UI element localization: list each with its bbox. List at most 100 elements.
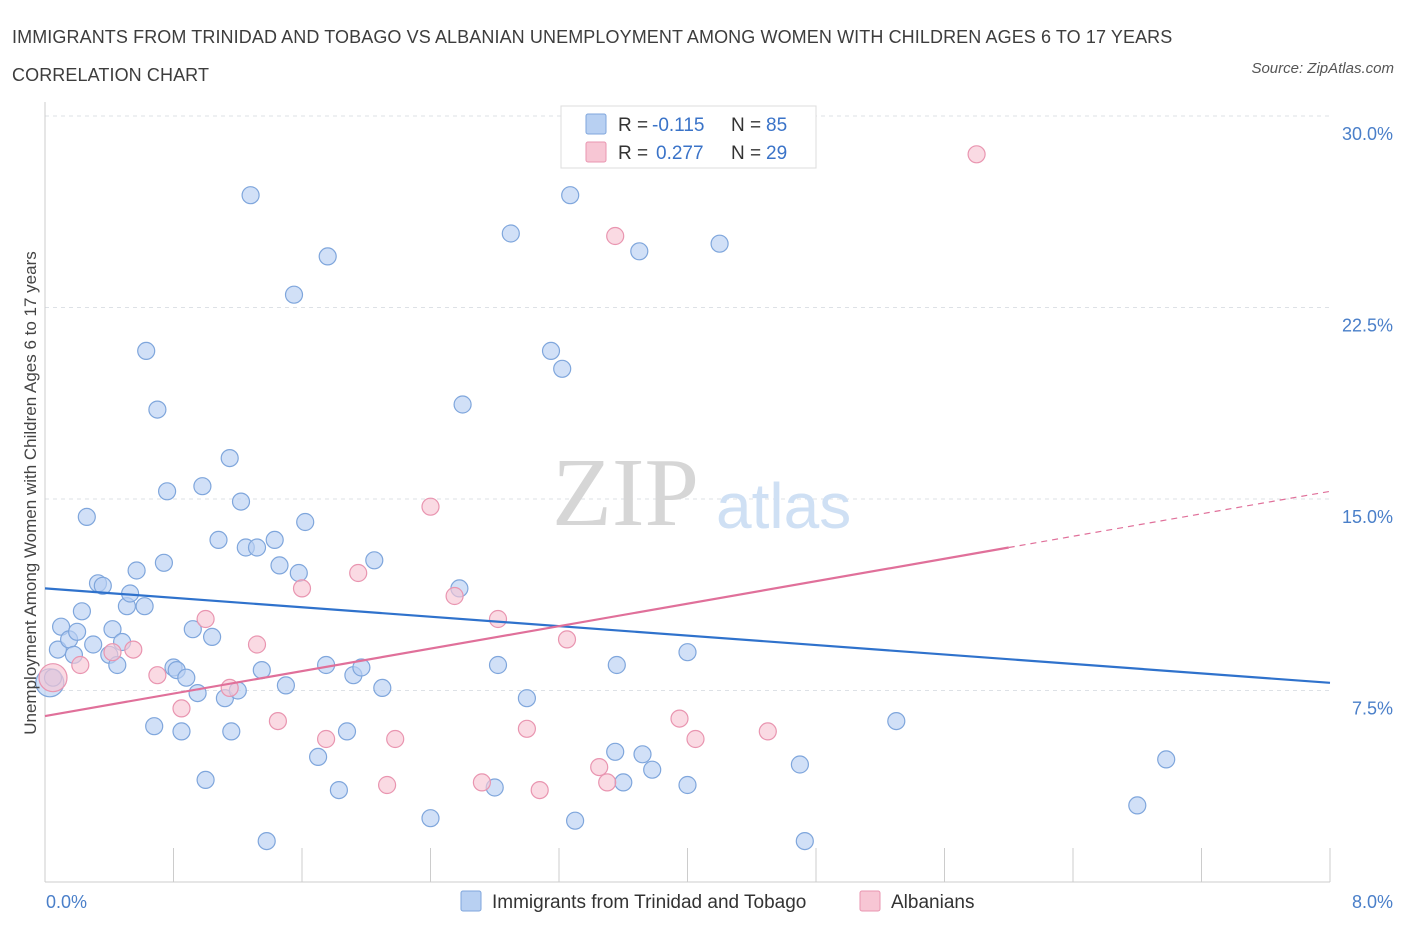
- legend-r-label-1: R =: [618, 115, 648, 136]
- trinidad-point: [289, 563, 308, 583]
- trinidad-point: [48, 640, 68, 659]
- trinidad-point: [137, 341, 156, 360]
- trinidad-point: [678, 775, 697, 795]
- trinidad-point: [257, 831, 276, 851]
- trinidad-point: [172, 722, 191, 741]
- legend-swatch-blue: [585, 113, 607, 135]
- trinidad-point: [145, 717, 164, 736]
- trinidad-point: [887, 711, 906, 731]
- trinidad-point: [196, 770, 215, 790]
- trinidad-point: [241, 186, 260, 205]
- y-tick-label-1: 15.0%: [1342, 507, 1393, 527]
- trinidad-point: [373, 678, 392, 698]
- trinidad-point: [352, 658, 371, 677]
- trinidad-point: [296, 512, 315, 532]
- x-tick-label-start: 0.0%: [46, 892, 87, 912]
- albanian-point: [317, 729, 336, 749]
- albanian-point: [292, 579, 312, 598]
- trinidad-point: [421, 809, 440, 828]
- trinidad-point: [1157, 750, 1176, 769]
- albanian-point: [758, 722, 777, 741]
- trend-line-trinidad: [44, 587, 1331, 684]
- albanian-point: [172, 699, 191, 718]
- trinidad-point: [231, 492, 251, 511]
- trinidad-point: [148, 400, 167, 419]
- trinidad-point: [633, 745, 652, 764]
- legend-bottom-label-pink: Albanians: [891, 892, 974, 913]
- trinidad-point: [84, 635, 103, 654]
- albanian-point: [670, 709, 689, 728]
- trinidad-point: [565, 811, 585, 830]
- axes: [44, 102, 1331, 883]
- trinidad-point: [630, 242, 649, 261]
- albanian-point: [530, 780, 549, 800]
- trinidad-point: [203, 627, 222, 647]
- trinidad-point: [67, 622, 87, 641]
- trinidad-point: [183, 620, 202, 639]
- trinidad-point: [270, 556, 289, 575]
- albanian-point: [386, 729, 405, 749]
- trinidad-point: [284, 285, 304, 304]
- legend-top: R = -0.115 N = 85 R = 0.277 N = 29: [560, 105, 817, 169]
- watermark-zip: ZIP: [552, 439, 699, 547]
- trinidad-point: [247, 538, 267, 557]
- albanian-point: [557, 630, 577, 649]
- trinidad-point: [790, 755, 810, 774]
- albanian-point: [38, 663, 68, 693]
- y-axis-label: Unemployment Among Women with Children A…: [21, 251, 40, 735]
- legend-swatch-pink: [585, 141, 607, 163]
- trend-line-albanians: [44, 546, 1009, 718]
- trinidad-point: [127, 561, 146, 580]
- series-albanians-points: [38, 145, 986, 800]
- albanian-point: [268, 711, 287, 731]
- trinidad-point: [453, 395, 472, 414]
- trinidad-point: [517, 689, 537, 708]
- y-tick-label-2: 22.5%: [1342, 316, 1393, 336]
- watermark-atlas: atlas: [716, 470, 851, 542]
- albanian-point: [590, 757, 609, 777]
- albanian-point: [472, 773, 491, 792]
- trinidad-point: [93, 576, 112, 595]
- albanian-point: [71, 655, 90, 675]
- legend-r-label-2: R =: [618, 143, 648, 164]
- x-tick-label-end: 8.0%: [1352, 892, 1393, 912]
- albanian-point: [247, 635, 267, 654]
- trend-lines: [44, 490, 1331, 718]
- albanian-point: [445, 586, 464, 606]
- trinidad-point: [541, 341, 561, 360]
- albanian-point: [103, 643, 122, 662]
- trinidad-point: [607, 655, 626, 675]
- trinidad-point: [337, 722, 357, 741]
- legend-r-value-1: -0.115: [652, 115, 704, 136]
- trinidad-point: [177, 668, 196, 687]
- albanian-point: [196, 609, 215, 629]
- albanian-point: [124, 640, 143, 659]
- legend-bottom-swatch-blue: [460, 890, 482, 912]
- trinidad-point: [103, 620, 122, 639]
- trinidad-point: [553, 359, 572, 378]
- albanian-point: [598, 773, 617, 792]
- trinidad-point: [72, 602, 92, 621]
- trinidad-point: [643, 760, 662, 779]
- legend-bottom-swatch-pink: [859, 890, 881, 912]
- trinidad-point: [188, 683, 207, 703]
- y-tick-label-0: 7.5%: [1352, 699, 1393, 719]
- series-trinidad-points: [35, 186, 1176, 851]
- legend-bottom-label-blue: Immigrants from Trinidad and Tobago: [492, 892, 806, 913]
- trinidad-point: [501, 224, 520, 243]
- albanian-point: [349, 563, 368, 583]
- trinidad-point: [222, 722, 241, 741]
- trinidad-point: [318, 247, 337, 266]
- trinidad-point: [265, 530, 284, 550]
- trinidad-point: [365, 551, 384, 570]
- trinidad-point: [678, 643, 697, 662]
- trinidad-point: [614, 773, 633, 792]
- trinidad-point: [561, 186, 580, 205]
- albanian-point: [148, 666, 167, 685]
- trinidad-point: [193, 477, 212, 496]
- trinidad-point: [154, 553, 173, 572]
- legend-n-label-2: N =: [731, 143, 761, 164]
- trinidad-point: [329, 780, 348, 800]
- trinidad-point: [276, 676, 295, 695]
